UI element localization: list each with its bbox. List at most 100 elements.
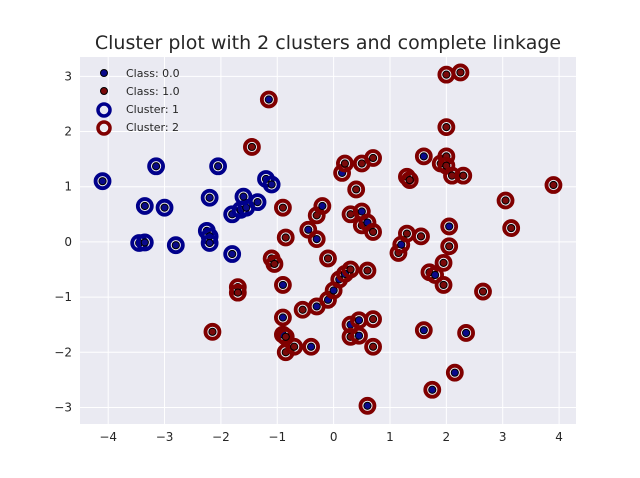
cluster-ring-marker <box>307 230 326 249</box>
chart-title: Cluster plot with 2 clusters and complet… <box>95 32 561 54</box>
data-point <box>358 396 377 415</box>
class-dot-marker <box>213 162 223 171</box>
class-dot-marker <box>363 266 372 275</box>
data-point <box>474 282 492 301</box>
cluster-ring-marker <box>440 217 459 236</box>
data-point <box>423 380 442 399</box>
data-points <box>93 63 563 415</box>
cluster-ring-marker <box>364 310 382 329</box>
data-point <box>262 175 281 194</box>
class-dot-marker <box>267 180 276 189</box>
class-dot-marker <box>253 198 262 207</box>
cluster-ring-marker <box>423 380 442 399</box>
y-tick-label: −2 <box>54 345 72 359</box>
class-dot-marker <box>354 316 364 325</box>
class-dot-marker <box>397 240 406 249</box>
class-dot-marker <box>151 162 161 171</box>
cluster-ring-marker <box>445 363 464 382</box>
x-tick-label: 4 <box>555 430 563 444</box>
class-dot-marker <box>430 270 440 280</box>
cluster-ring-marker <box>364 149 382 167</box>
class-dot-marker <box>312 302 321 311</box>
class-dot-marker <box>304 225 313 234</box>
legend-marker-cluster-1 <box>96 102 112 118</box>
gridlines <box>80 57 576 424</box>
class-dot-marker <box>368 227 378 237</box>
data-point <box>166 236 185 255</box>
x-tick-label: −2 <box>212 430 230 444</box>
class-dot-marker <box>281 332 290 341</box>
data-point <box>313 197 332 215</box>
cluster-ring-marker <box>223 245 242 263</box>
class-dot-marker <box>478 287 488 296</box>
cluster-ring-marker <box>457 324 475 342</box>
y-tick-label: 1 <box>64 180 72 194</box>
class-dot-marker <box>442 122 451 132</box>
x-tick-label: 2 <box>443 430 451 444</box>
data-point <box>434 253 453 272</box>
cluster-ring-marker <box>147 157 165 176</box>
class-dot-marker <box>205 193 214 202</box>
class-dot-marker <box>160 203 169 212</box>
legend-marker-class-0 <box>100 69 108 77</box>
class-dot-marker <box>278 313 288 322</box>
class-dot-marker <box>318 201 327 211</box>
cluster-ring-marker <box>135 197 154 215</box>
data-point <box>414 147 433 166</box>
data-point <box>135 233 154 252</box>
class-dot-marker <box>442 70 451 79</box>
class-dot-marker <box>98 177 107 186</box>
cluster-ring-marker <box>400 171 419 189</box>
data-point <box>234 187 253 206</box>
y-tick-label: −3 <box>54 400 72 414</box>
class-dot-marker <box>368 153 378 163</box>
legend-marker-cluster-2 <box>96 120 112 136</box>
cluster-ring-marker <box>341 260 360 279</box>
data-point <box>259 90 278 109</box>
class-dot-marker <box>140 238 149 247</box>
data-point <box>319 249 337 268</box>
data-point <box>336 154 354 173</box>
cluster-ring-marker <box>358 261 377 280</box>
class-dot-marker <box>368 315 378 324</box>
cluster-ring-marker <box>228 283 247 302</box>
cluster-ring-marker <box>200 188 219 207</box>
class-dot-marker <box>445 222 454 231</box>
class-dot-marker <box>439 280 448 290</box>
x-tick-label: −1 <box>268 430 286 444</box>
cluster-ring-marker <box>443 166 461 185</box>
legend-item-cluster-2: Cluster: 2 <box>96 120 179 136</box>
class-dot-marker <box>208 327 217 336</box>
data-point <box>496 191 515 210</box>
class-dot-marker <box>278 280 288 290</box>
class-dot-marker <box>402 229 412 238</box>
y-axis-ticks: −3 −2 −1 0 1 2 3 <box>54 69 72 414</box>
data-point <box>155 198 174 217</box>
data-point <box>364 310 382 329</box>
class-dot-marker <box>419 152 428 161</box>
cluster-ring-marker <box>544 176 563 194</box>
data-point <box>200 188 219 207</box>
cluster-ring-marker <box>274 276 292 294</box>
cluster-ring-marker <box>155 198 174 217</box>
data-point <box>274 308 292 327</box>
class-dot-marker <box>323 254 333 263</box>
class-dot-marker <box>450 368 459 377</box>
cluster-ring-marker <box>496 191 515 210</box>
cluster-ring-marker <box>234 187 253 206</box>
cluster-ring-marker <box>93 172 112 191</box>
legend-label-class-0: Class: 0.0 <box>126 67 180 80</box>
y-tick-label: 3 <box>64 69 72 83</box>
data-point <box>285 337 304 356</box>
data-point <box>135 197 154 215</box>
data-point <box>400 171 419 189</box>
data-point <box>350 326 368 345</box>
class-dot-marker <box>233 288 242 297</box>
class-dot-marker <box>405 175 414 185</box>
class-dot-marker <box>445 242 454 251</box>
data-point <box>265 255 284 273</box>
cluster-ring-marker <box>502 219 521 237</box>
y-tick-label: 0 <box>64 235 72 249</box>
cluster-ring-marker <box>265 255 284 273</box>
